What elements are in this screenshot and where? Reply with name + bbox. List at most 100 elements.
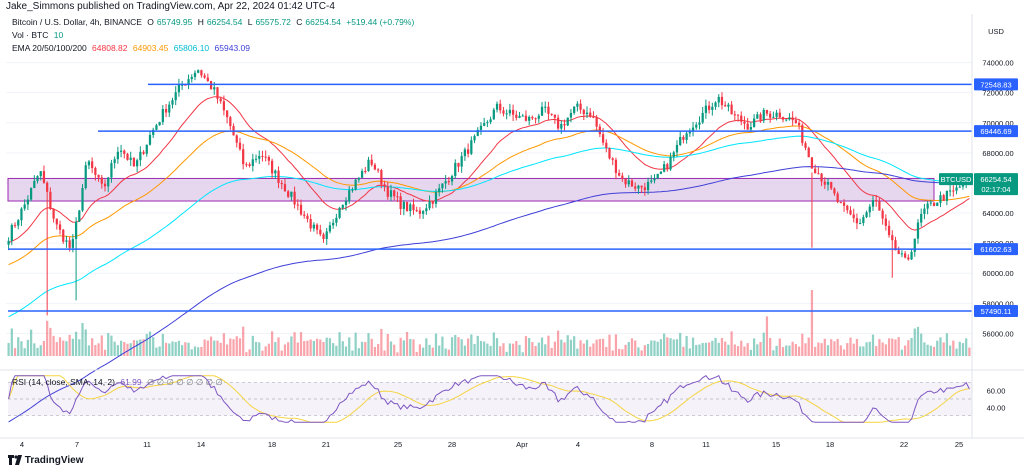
candle: [203, 73, 206, 79]
candle: [33, 175, 36, 189]
candle: [740, 111, 743, 126]
volume-bar: [42, 340, 46, 356]
candle: [666, 162, 669, 172]
tradingview-icon: [8, 455, 22, 466]
volume-bar: [87, 345, 91, 356]
candle: [585, 106, 589, 119]
volume-bar: [20, 341, 23, 356]
candle: [171, 97, 174, 109]
volume-bar: [206, 340, 209, 356]
volume-bar: [306, 340, 309, 356]
volume-bar: [932, 346, 936, 356]
volume-bar: [335, 345, 338, 356]
volume-bar: [781, 347, 785, 356]
volume-bar: [17, 337, 20, 356]
volume-bar: [540, 337, 544, 356]
volume-bar: [113, 341, 116, 356]
volume-bar: [26, 339, 30, 356]
volume-bar: [717, 342, 720, 356]
candle: [13, 222, 17, 229]
volume-bar: [280, 350, 283, 356]
volume-bar: [33, 343, 36, 356]
candle: [801, 123, 804, 146]
volume-bar: [155, 347, 158, 356]
time-axis[interactable]: 4 7 11 14 18 21 25 28 Apr 4 8 11 15 18 22 25: [0, 437, 1024, 449]
candle: [373, 162, 377, 171]
candle: [17, 219, 20, 230]
candle: [222, 95, 226, 116]
volume-bar: [560, 339, 563, 356]
candle: [412, 198, 415, 215]
candle: [569, 109, 573, 123]
candle: [528, 115, 531, 126]
volume-bar: [640, 350, 643, 356]
horizontal-levels[interactable]: [8, 83, 972, 312]
volume-bar: [46, 320, 49, 356]
volume-bar: [97, 343, 100, 356]
candle: [181, 80, 184, 90]
candle: [402, 200, 405, 216]
volume-bar: [351, 350, 354, 356]
candle: [614, 157, 618, 180]
candle: [367, 156, 370, 172]
candle: [258, 150, 261, 164]
tradingview-logo[interactable]: TradingView: [8, 455, 84, 466]
date-tick-label: 15: [772, 440, 780, 449]
volume-bar: [679, 332, 682, 356]
volume-bar: [637, 347, 640, 356]
candle: [910, 248, 913, 261]
volume-bar: [103, 349, 107, 356]
volume-bar: [926, 344, 929, 356]
candle: [948, 184, 952, 197]
candle: [280, 180, 283, 190]
candle: [765, 109, 769, 117]
price-axis[interactable]: USD74000.0072000.0070000.0068000.0066000…: [939, 14, 1018, 438]
volume-bar: [495, 338, 499, 356]
price-tick-label: 64000.00: [982, 209, 1013, 218]
volume-bar: [354, 332, 357, 356]
volume-bar: [197, 347, 200, 356]
volume-bar: [502, 343, 505, 356]
price-chart[interactable]: 60.00 40.00 USD 74000.00 72000.00 70000.00 68…: [0, 14, 1024, 452]
candle: [637, 184, 640, 194]
candle: [348, 186, 351, 204]
publish-header: Jake_Simmons published on TradingView.co…: [0, 0, 1024, 14]
volume-bar: [621, 349, 624, 356]
volume-bar: [91, 338, 94, 356]
candle: [119, 144, 123, 158]
volume-bar: [746, 343, 749, 356]
volume-bar: [123, 342, 126, 356]
candle: [675, 140, 679, 157]
candle: [261, 150, 264, 162]
candle: [531, 115, 534, 120]
candle: [46, 181, 49, 316]
candle: [441, 183, 444, 193]
volume-bar: [36, 347, 39, 356]
candle: [736, 114, 740, 122]
candle: [791, 111, 794, 126]
candle: [460, 152, 463, 173]
candle: [434, 188, 438, 208]
candle: [627, 175, 630, 188]
candle: [161, 105, 164, 126]
volume-bar: [875, 346, 878, 356]
candle: [521, 113, 524, 117]
candle: [830, 181, 833, 191]
candle: [868, 204, 871, 218]
candle: [547, 101, 550, 120]
candle: [87, 160, 91, 170]
volume-bar: [682, 346, 685, 356]
candle: [177, 78, 181, 97]
candlesticks[interactable]: [7, 69, 971, 316]
candle: [132, 157, 136, 167]
candle: [894, 236, 897, 251]
volume-bar: [261, 350, 264, 356]
candle: [103, 179, 107, 192]
volume-bar: [592, 343, 595, 356]
volume-bar: [184, 342, 187, 356]
rsi-value: 61.99: [120, 377, 142, 387]
volume-bar: [489, 345, 492, 356]
ema200-value: 65943.09: [214, 43, 250, 53]
volume-bar: [81, 323, 84, 356]
candle: [200, 69, 203, 78]
